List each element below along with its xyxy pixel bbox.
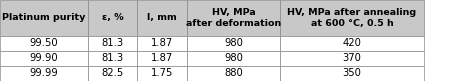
Bar bbox=[0, 36, 88, 51]
Text: 370: 370 bbox=[343, 53, 361, 63]
Bar bbox=[88, 66, 137, 81]
Text: 82.5: 82.5 bbox=[101, 68, 124, 78]
Bar bbox=[0, 51, 88, 66]
Bar bbox=[137, 66, 187, 81]
Bar bbox=[0, 66, 88, 81]
Bar bbox=[88, 0, 137, 36]
Text: HV, MPa
after deformation: HV, MPa after deformation bbox=[186, 8, 281, 28]
Text: 99.50: 99.50 bbox=[29, 38, 58, 48]
Text: l, mm: l, mm bbox=[147, 13, 177, 22]
Text: 81.3: 81.3 bbox=[101, 53, 124, 63]
Bar bbox=[0, 0, 88, 36]
Bar bbox=[88, 51, 137, 66]
Bar bbox=[187, 51, 280, 66]
Bar bbox=[187, 36, 280, 51]
Bar bbox=[88, 36, 137, 51]
Text: 1.75: 1.75 bbox=[151, 68, 173, 78]
Text: 99.90: 99.90 bbox=[29, 53, 58, 63]
Text: HV, MPa after annealing
at 600 °C, 0.5 h: HV, MPa after annealing at 600 °C, 0.5 h bbox=[287, 8, 417, 28]
Text: ε, %: ε, % bbox=[102, 13, 123, 22]
Bar bbox=[280, 36, 424, 51]
Bar bbox=[280, 66, 424, 81]
Bar bbox=[280, 51, 424, 66]
Text: 350: 350 bbox=[343, 68, 361, 78]
Bar bbox=[187, 66, 280, 81]
Bar bbox=[187, 0, 280, 36]
Text: 980: 980 bbox=[224, 53, 243, 63]
Bar bbox=[137, 0, 187, 36]
Text: 1.87: 1.87 bbox=[151, 53, 173, 63]
Text: 99.99: 99.99 bbox=[29, 68, 58, 78]
Text: 1.87: 1.87 bbox=[151, 38, 173, 48]
Text: 980: 980 bbox=[224, 38, 243, 48]
Text: 81.3: 81.3 bbox=[101, 38, 124, 48]
Text: 880: 880 bbox=[224, 68, 243, 78]
Text: 420: 420 bbox=[343, 38, 361, 48]
Bar bbox=[280, 0, 424, 36]
Bar bbox=[137, 51, 187, 66]
Text: Platinum purity: Platinum purity bbox=[2, 13, 85, 22]
Bar bbox=[137, 36, 187, 51]
